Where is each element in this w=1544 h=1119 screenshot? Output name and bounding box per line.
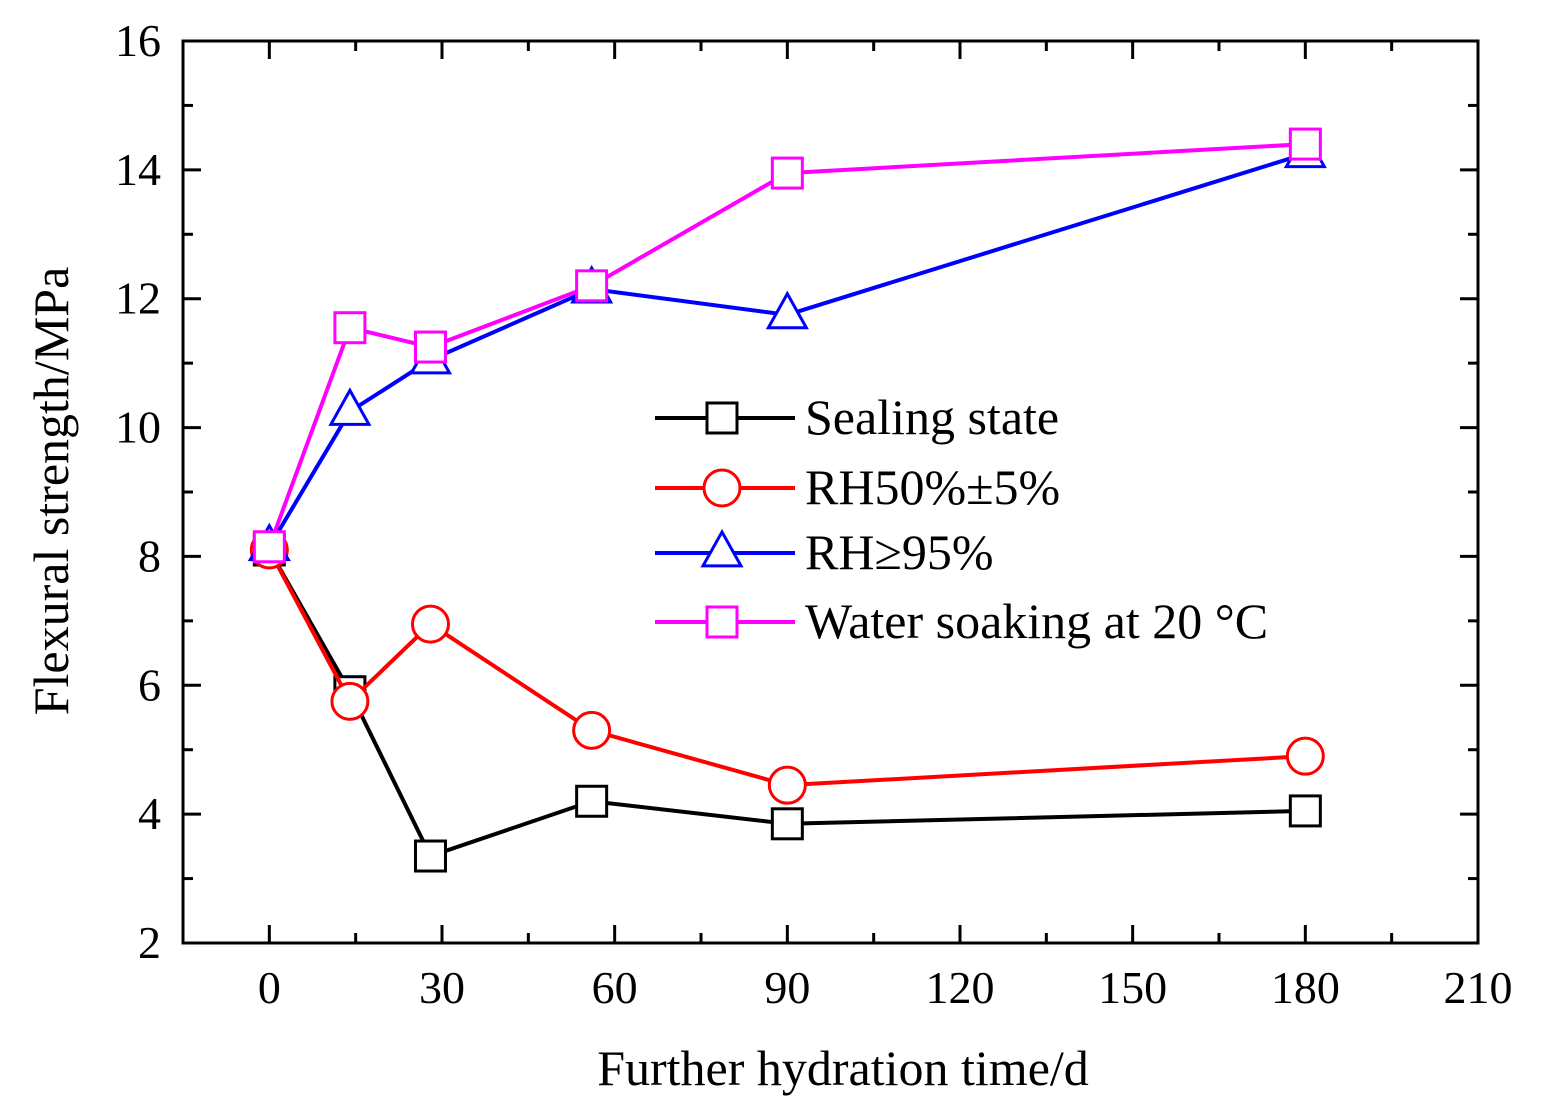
data-point: [765, 290, 809, 330]
series-line: [267, 151, 1306, 548]
data-point: [252, 530, 286, 564]
legend-item: Sealing state: [655, 389, 1059, 445]
legend-item: Water soaking at 20 °C: [655, 593, 1268, 649]
legend-item: RH≥95%: [655, 524, 994, 580]
y-tick-label: 4: [138, 788, 161, 839]
data-point: [1285, 736, 1325, 776]
data-point: [575, 269, 609, 303]
series-line: [267, 548, 1306, 859]
data-point: [413, 839, 447, 873]
legend-marker: [700, 528, 744, 568]
x-tick-label: 210: [1444, 962, 1513, 1013]
y-tick-label: 10: [115, 402, 161, 453]
legend-label: Water soaking at 20 °C: [805, 593, 1268, 649]
x-tick-label: 90: [764, 962, 810, 1013]
data-point: [333, 311, 367, 345]
legend-label: RH≥95%: [805, 524, 994, 580]
y-tick-label: 6: [138, 659, 161, 710]
data-point: [770, 156, 804, 190]
legend-marker: [705, 605, 739, 639]
x-axis-title: Further hydration time/d: [597, 1040, 1089, 1096]
legend: Sealing state RH50%±5% RH≥95% Water soaking…: [655, 389, 1268, 649]
data-point: [328, 387, 372, 426]
data-point: [410, 604, 450, 644]
plot-area: 0 30 60 90 120 150 180 210 2 4 6 8 10 12 14 16: [115, 15, 1513, 1013]
y-tick-label: 2: [138, 917, 161, 968]
data-point: [575, 784, 609, 818]
y-tick-label: 8: [138, 530, 161, 581]
legend-marker: [705, 401, 739, 435]
legend-item: RH50%±5%: [655, 459, 1060, 515]
y-tick-label: 12: [115, 273, 161, 324]
x-tick-label: 150: [1098, 962, 1167, 1013]
x-tick-label: 60: [592, 962, 638, 1013]
legend-marker: [702, 468, 742, 508]
series-1: [252, 533, 1322, 873]
x-tick-label: 180: [1271, 962, 1340, 1013]
data-point: [330, 681, 370, 721]
series-2: [249, 530, 1325, 805]
data-point: [1288, 127, 1322, 161]
y-tick-label: 14: [115, 144, 161, 195]
data-point: [770, 807, 804, 841]
y-axis-title: Flexural strength/MPa: [23, 267, 79, 716]
data-point: [413, 330, 447, 364]
x-tick-label: 120: [926, 962, 995, 1013]
legend-label: Sealing state: [805, 389, 1059, 445]
series-3: [247, 129, 1327, 562]
series-4: [252, 127, 1322, 564]
x-tick-label: 30: [419, 962, 465, 1013]
legend-label: RH50%±5%: [805, 459, 1060, 515]
series-line: [267, 549, 1306, 788]
x-tick-label: 0: [258, 962, 281, 1013]
series-layer: [247, 127, 1327, 873]
data-point: [1288, 794, 1322, 828]
y-tick-label: 16: [115, 15, 161, 66]
data-point: [572, 710, 612, 750]
data-point: [767, 765, 807, 805]
series-line: [267, 142, 1306, 548]
